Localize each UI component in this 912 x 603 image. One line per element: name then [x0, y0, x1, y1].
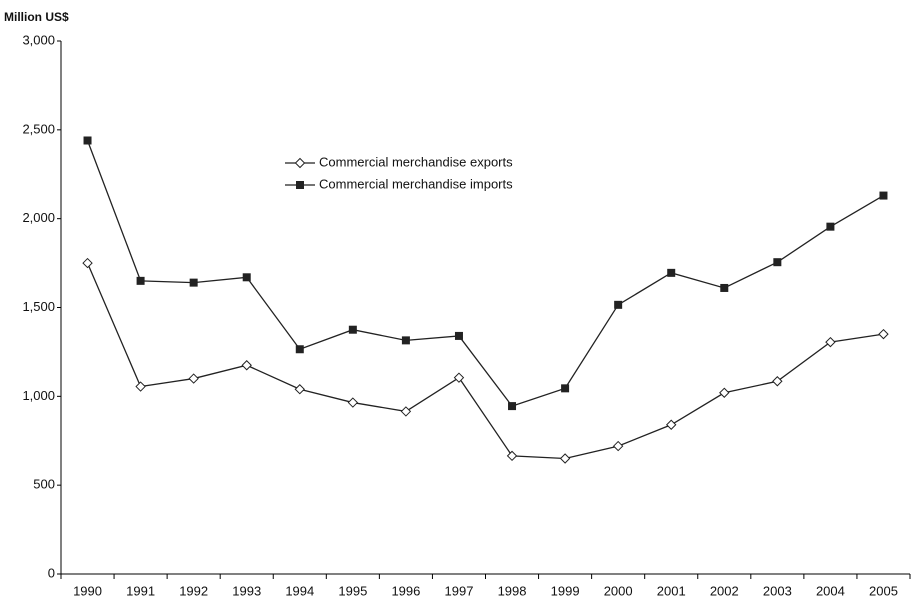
- x-tick-label: 2002: [710, 583, 739, 598]
- point: [295, 345, 304, 354]
- point: [561, 384, 570, 393]
- point: [401, 336, 410, 345]
- x-tick-label: 2004: [816, 583, 845, 598]
- legend-label: Commercial merchandise imports: [319, 176, 513, 191]
- point: [347, 397, 359, 408]
- x-tick-label: 2005: [869, 583, 898, 598]
- series-line: [86, 262, 884, 460]
- point: [242, 273, 251, 282]
- point: [454, 331, 463, 340]
- point: [878, 328, 889, 340]
- point: [719, 387, 730, 398]
- x-tick-label: 1999: [551, 583, 580, 598]
- point: [879, 191, 888, 200]
- point: [294, 384, 305, 395]
- point: [82, 257, 93, 269]
- y-tick-label: 2,000: [22, 210, 55, 225]
- y-tick-label: 1,500: [22, 299, 55, 314]
- point: [720, 283, 729, 292]
- y-tick-label: 1,000: [22, 388, 55, 403]
- legend-marker: [294, 157, 306, 169]
- point: [453, 372, 465, 383]
- point: [667, 268, 676, 277]
- point: [506, 450, 518, 462]
- point: [773, 258, 782, 267]
- x-tick-label: 1992: [179, 583, 208, 598]
- point: [189, 278, 198, 287]
- point: [559, 453, 571, 464]
- point: [136, 276, 145, 285]
- series-line: [86, 140, 884, 407]
- x-tick-label: 2000: [604, 583, 633, 598]
- x-tick-label: 1998: [498, 583, 527, 598]
- x-tick-label: 1997: [445, 583, 474, 598]
- x-tick-label: 2001: [657, 583, 686, 598]
- x-tick-label: 1993: [232, 583, 261, 598]
- point: [772, 376, 783, 387]
- point: [508, 402, 517, 411]
- x-tick-label: 1990: [73, 583, 102, 598]
- x-tick-label: 1996: [391, 583, 420, 598]
- point: [400, 406, 412, 417]
- point: [241, 360, 252, 371]
- point: [188, 373, 199, 384]
- y-tick-label: 0: [48, 565, 55, 580]
- y-axis-label: Million US$: [4, 10, 69, 24]
- point: [666, 419, 677, 430]
- point: [825, 336, 836, 348]
- x-tick-label: 2003: [763, 583, 792, 598]
- point: [135, 381, 146, 392]
- point: [614, 300, 623, 309]
- legend-marker: [296, 181, 304, 189]
- point: [826, 222, 835, 231]
- point: [83, 136, 92, 145]
- point: [348, 325, 357, 334]
- x-tick-label: 1995: [338, 583, 367, 598]
- y-tick-label: 500: [33, 477, 55, 492]
- y-tick-label: 2,500: [22, 121, 55, 136]
- y-tick-label: 3,000: [22, 32, 55, 47]
- legend-label: Commercial merchandise exports: [319, 154, 513, 169]
- point: [612, 440, 624, 452]
- x-tick-label: 1991: [126, 583, 155, 598]
- x-tick-label: 1994: [285, 583, 314, 598]
